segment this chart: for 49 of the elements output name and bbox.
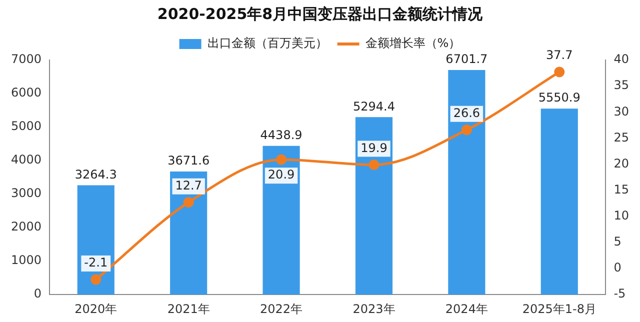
x-tick-label: 2023年	[352, 302, 396, 316]
point	[90, 274, 102, 285]
chart-title: 2020-2025年8月中国变压器出口金额统计情况	[157, 4, 484, 23]
point	[276, 154, 287, 165]
data-label: 5550.9	[538, 90, 580, 105]
legend-label: 金额增长率（%）	[365, 36, 461, 50]
data-label: 4438.9	[260, 128, 302, 142]
bar	[355, 117, 393, 295]
data-label: 26.6	[453, 106, 480, 120]
bar	[540, 108, 578, 295]
y2-tick-label: 35	[614, 78, 630, 92]
y2-tick-label: -5	[614, 286, 626, 301]
y-tick-label: 3000	[10, 186, 42, 200]
x-tick-label: 2022年	[260, 302, 303, 316]
data-label: 37.7	[546, 48, 573, 62]
y-tick-label: 4000	[10, 152, 42, 167]
bar	[448, 70, 486, 295]
y2-tick-label: 15	[614, 182, 630, 196]
y2-tick-label: 20	[614, 156, 630, 170]
y-tick-label: 5000	[10, 119, 42, 134]
point	[554, 66, 565, 78]
y2-tick-label: 0	[614, 260, 622, 275]
x-tick-label: 2024年	[445, 302, 488, 316]
data-label: 12.7	[175, 178, 202, 192]
data-label: 3671.6	[168, 154, 210, 168]
y-tick-label: 6000	[10, 86, 42, 100]
legend-label: 出口金额（百万美元）	[207, 36, 328, 50]
data-label: -2.1	[84, 256, 108, 270]
point	[461, 124, 472, 136]
data-label: 6701.7	[446, 52, 488, 66]
point	[183, 197, 194, 208]
bar	[262, 146, 300, 295]
y2-tick-label: 40	[614, 52, 630, 66]
y2-tick-label: 5	[614, 234, 622, 249]
y-tick-label: 7000	[10, 52, 42, 66]
y-tick-label: 2000	[10, 220, 42, 234]
point	[368, 160, 380, 170]
data-label: 5294.4	[352, 99, 395, 114]
data-label: 3264.3	[74, 167, 117, 182]
y2-tick-label: 25	[614, 130, 630, 144]
y2-tick-label: 10	[614, 208, 630, 223]
data-label: 19.9	[360, 140, 388, 155]
data-label: 20.9	[268, 168, 295, 182]
y-tick-label: 1000	[10, 253, 42, 268]
y-tick-label: 0	[34, 286, 42, 301]
x-tick-label: 2021年	[167, 302, 210, 316]
x-tick-label: 2020年	[74, 302, 118, 316]
x-tick-label: 2025年1-8月	[522, 302, 596, 316]
y2-tick-label: 30	[614, 104, 630, 118]
